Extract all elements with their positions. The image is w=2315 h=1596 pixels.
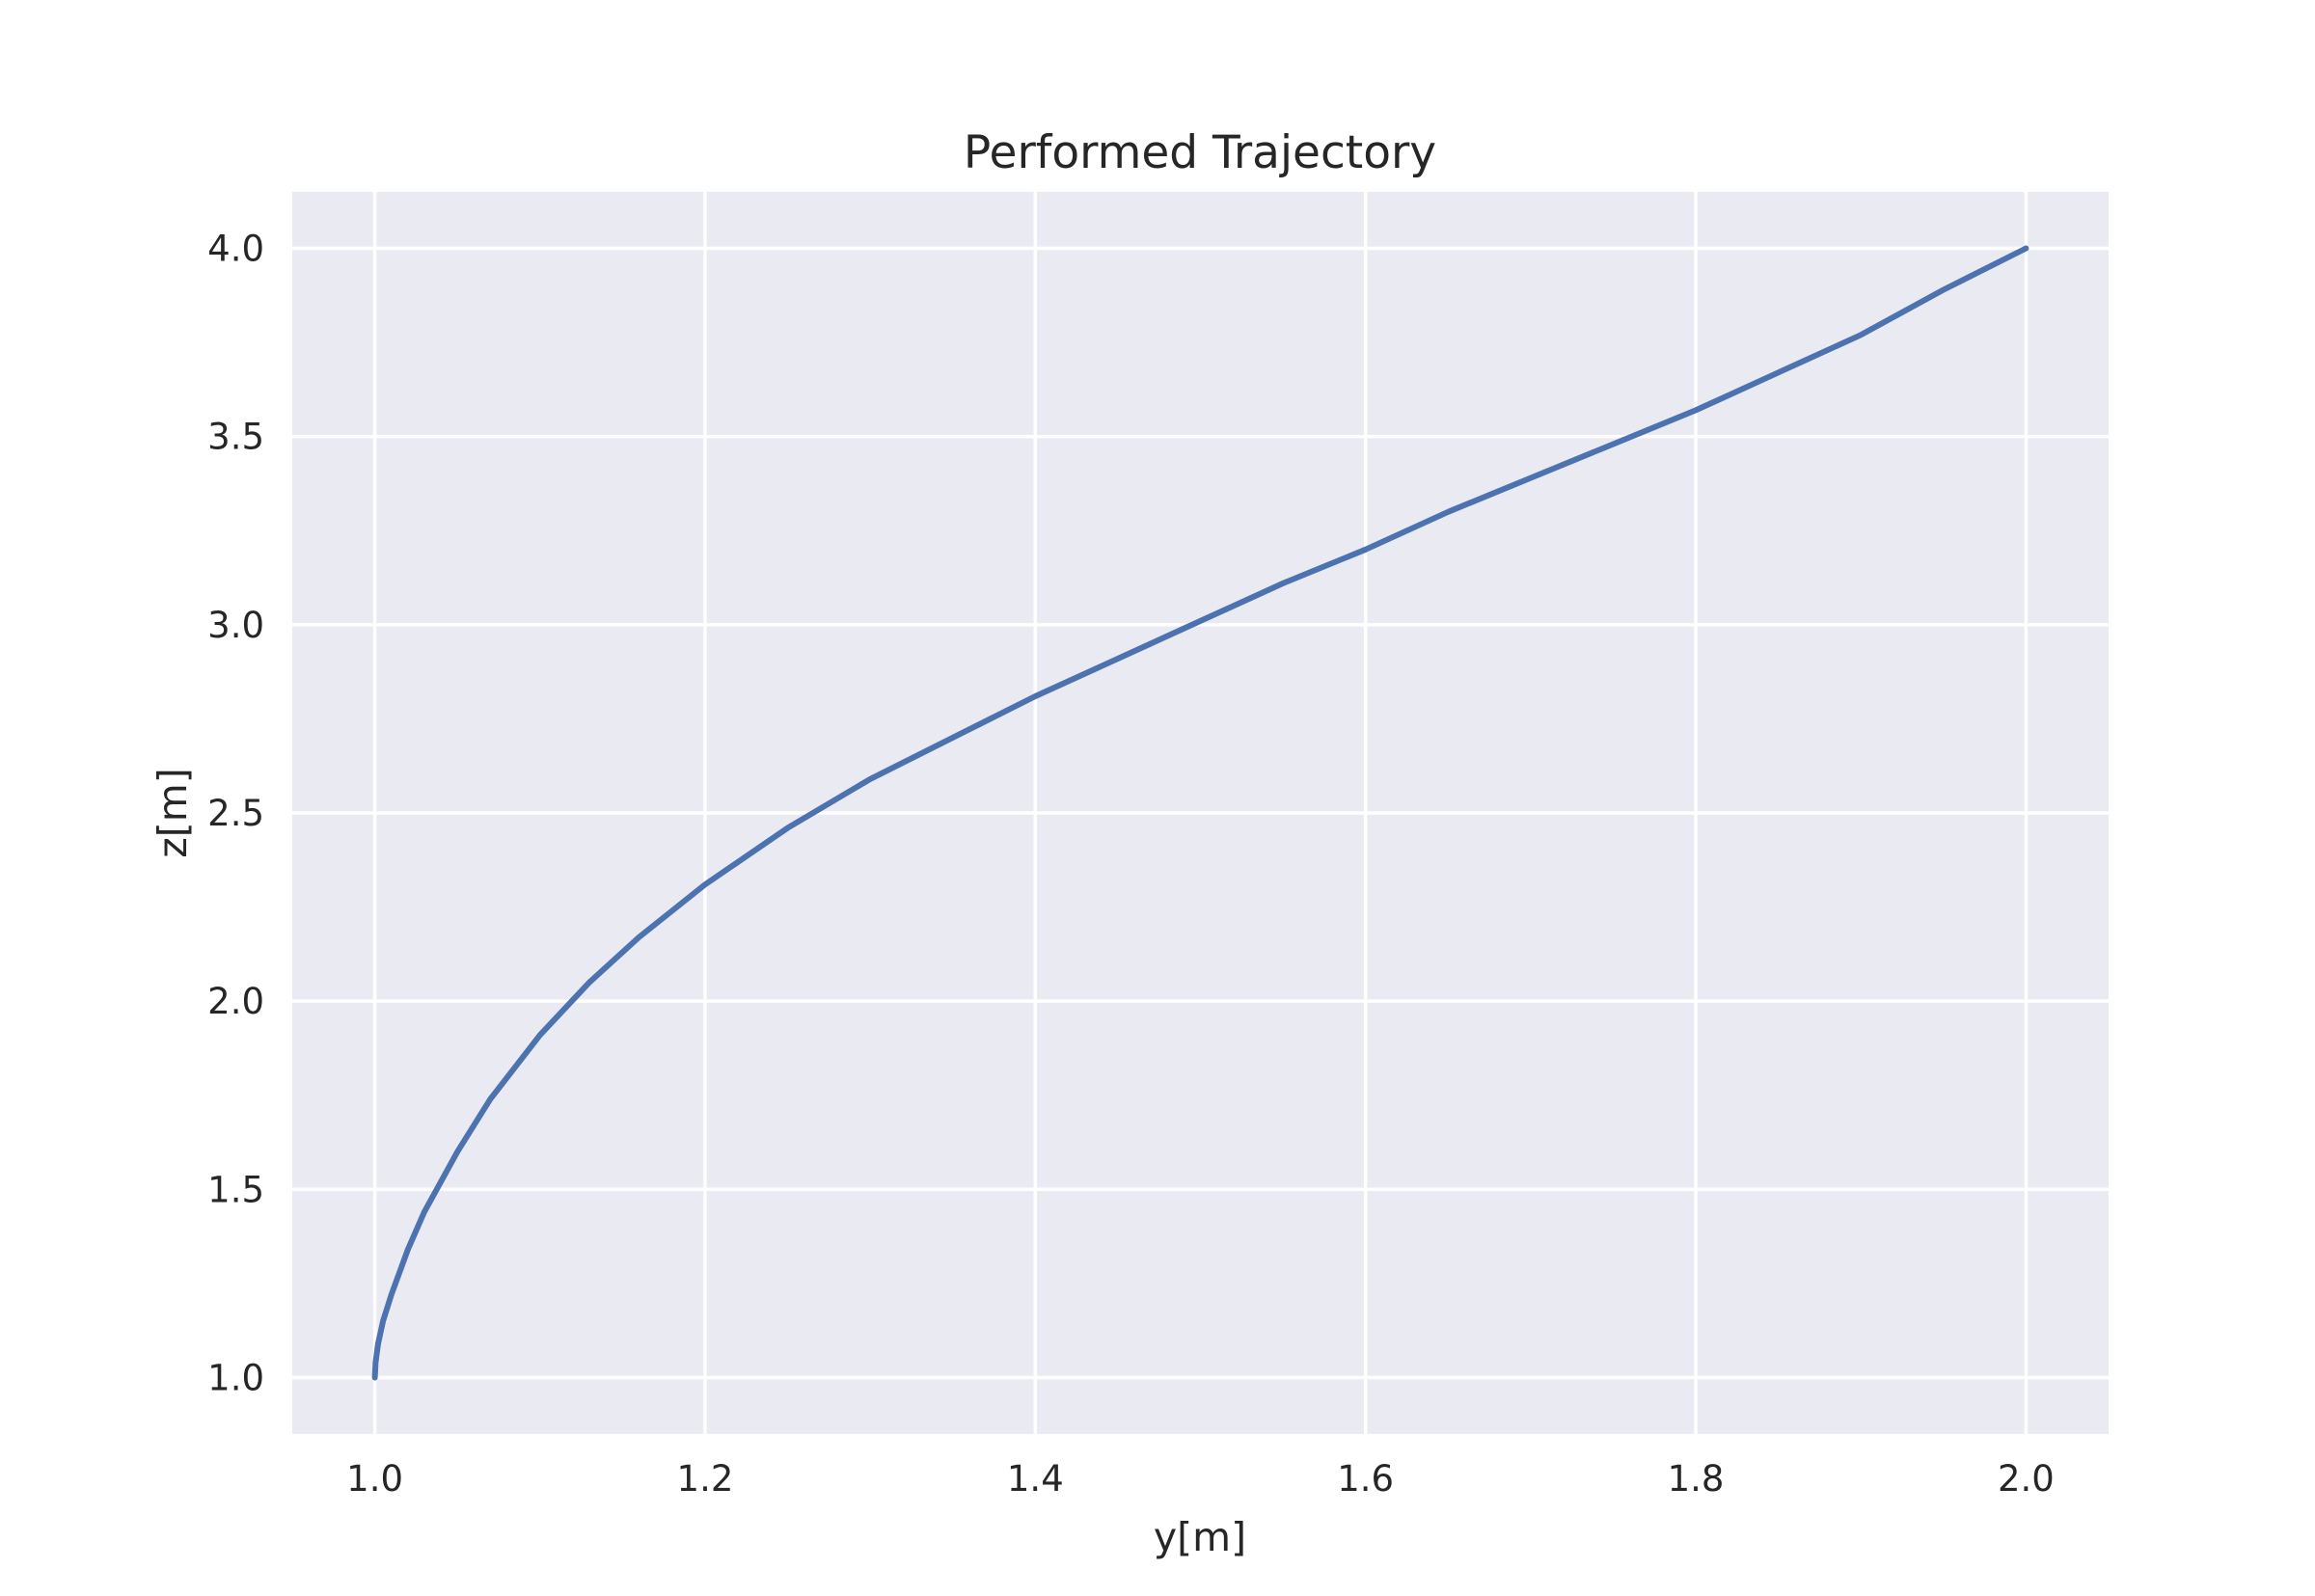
x-tick-labels: 1.0 1.2 1.4 1.6 1.8 2.0 <box>346 1458 2055 1500</box>
y-tick-label: 3.5 <box>207 417 264 458</box>
series-layer <box>371 245 2029 1381</box>
x-tick-label: 1.4 <box>1007 1458 1064 1500</box>
x-tick-label: 1.2 <box>677 1458 734 1500</box>
y-tick-label: 1.5 <box>207 1169 264 1210</box>
x-tick-label: 1.8 <box>1668 1458 1725 1500</box>
y-tick-label: 4.0 <box>207 229 264 270</box>
x-tick-label: 1.0 <box>346 1458 403 1500</box>
y-tick-labels: 1.0 1.5 2.0 2.5 3.0 3.5 4.0 <box>207 229 264 1399</box>
x-axis-label: y[m] <box>1154 1514 1246 1560</box>
series-line <box>371 245 2029 1381</box>
y-tick-label: 2.5 <box>207 793 264 834</box>
x-tick-label: 2.0 <box>1998 1458 2055 1500</box>
y-axis-label: z[m] <box>150 768 196 857</box>
y-tick-label: 2.0 <box>207 981 264 1022</box>
x-tick-label: 1.6 <box>1337 1458 1394 1500</box>
y-tick-label: 3.0 <box>207 605 264 646</box>
grid-y <box>292 246 2109 1380</box>
y-tick-label: 1.0 <box>207 1357 264 1398</box>
chart-title: Performed Trajectory <box>964 126 1436 179</box>
